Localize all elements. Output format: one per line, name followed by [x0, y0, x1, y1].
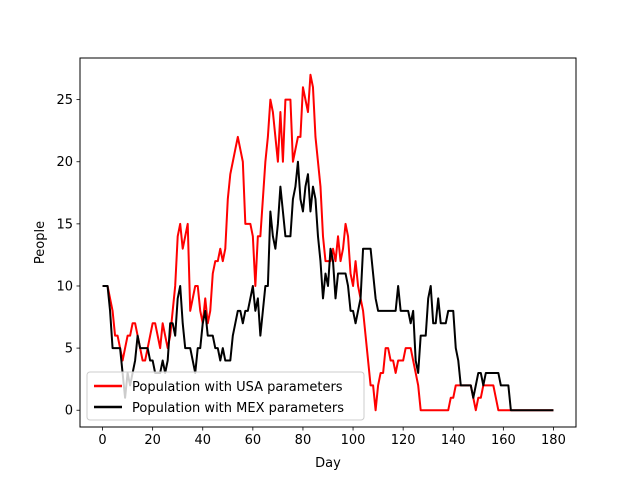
legend: Population with USA parameters Populatio… [86, 371, 365, 421]
x-tick-label: 20 [144, 433, 161, 448]
x-tick-label: 40 [194, 433, 211, 448]
x-tick-label: 100 [341, 433, 366, 448]
legend-box [86, 371, 365, 421]
y-tick-label: 20 [56, 155, 73, 170]
x-tick-label: 60 [245, 433, 262, 448]
x-tick-label: 180 [541, 433, 566, 448]
y-tick-label: 10 [56, 279, 73, 294]
y-tick-label: 15 [56, 217, 73, 232]
y-tick-label: 0 [65, 404, 73, 419]
series-line-usa [102, 73, 554, 412]
y-axis: 0 5 10 15 20 25 [56, 93, 80, 419]
plot-frame [79, 57, 577, 428]
x-axis-label: Day [315, 456, 341, 471]
x-axis: 0 20 40 60 80 100 120 140 160 180 [98, 427, 566, 448]
x-tick-label: 0 [98, 433, 106, 448]
legend-label-usa: Population with USA parameters [132, 380, 343, 395]
y-tick-label: 5 [65, 342, 73, 357]
x-tick-label: 160 [491, 433, 516, 448]
x-tick-label: 140 [441, 433, 466, 448]
series-layer [102, 73, 554, 412]
legend-label-mex: Population with MEX parameters [132, 401, 344, 416]
y-tick-label: 25 [56, 93, 73, 108]
series-line-mex [102, 160, 554, 412]
x-tick-label: 120 [391, 433, 416, 448]
y-axis-label: People [33, 221, 48, 264]
x-tick-label: 80 [295, 433, 312, 448]
